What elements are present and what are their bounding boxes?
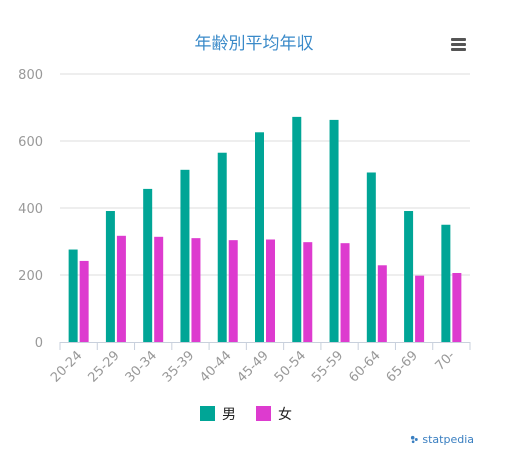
y-tick-label: 0	[35, 336, 43, 351]
bar-女-40-44	[228, 240, 238, 342]
bar-女-50-54	[303, 242, 313, 342]
menu-bar-icon	[451, 38, 466, 41]
x-tick-label: 25-29	[85, 348, 122, 385]
bar-男-60-64	[366, 172, 376, 342]
bar-女-60-64	[377, 265, 387, 342]
statpedia-credit-link[interactable]: statpedia	[410, 433, 474, 446]
x-tick-label: 50-54	[272, 348, 309, 385]
bar-女-55-59	[340, 243, 350, 342]
x-tick-label: 65-69	[384, 348, 421, 385]
y-tick-label: 800	[18, 68, 43, 83]
x-tick-label: 20-24	[48, 348, 85, 385]
bar-女-70-	[452, 272, 462, 342]
bar-女-25-29	[116, 235, 126, 342]
x-tick-label: 30-34	[123, 348, 160, 385]
x-tick-label: 45-49	[235, 348, 272, 385]
x-tick-label: 60-64	[346, 348, 383, 385]
chart-menu-button[interactable]	[448, 35, 470, 53]
statpedia-logo-icon	[411, 435, 419, 444]
y-tick-label: 600	[18, 135, 43, 150]
legend-swatch-男	[200, 406, 215, 421]
chart-title: 年齢別平均年収	[195, 34, 314, 54]
bar-男-50-54	[292, 116, 302, 342]
bar-女-20-24	[79, 260, 89, 342]
bar-男-25-29	[105, 211, 115, 342]
y-tick-label: 200	[18, 269, 43, 284]
x-tick-label: 55-59	[309, 348, 346, 385]
bar-男-70-	[441, 224, 451, 342]
bar-男-30-34	[143, 188, 153, 342]
x-tick-label: 35-39	[160, 348, 197, 385]
bar-女-30-34	[154, 236, 164, 342]
bar-男-55-59	[329, 119, 339, 343]
credit-text: statpedia	[422, 433, 474, 446]
legend-label-男: 男	[222, 407, 236, 423]
bar-女-45-49	[266, 239, 275, 342]
bar-女-65-69	[415, 275, 425, 342]
legend-swatch-女	[256, 406, 271, 421]
bar-男-40-44	[217, 152, 227, 342]
y-tick-label: 400	[18, 202, 43, 217]
x-tick-label: 40-44	[197, 348, 234, 385]
bar-女-35-39	[191, 238, 201, 342]
x-tick-label: 70-	[433, 348, 459, 374]
bar-男-45-49	[255, 132, 264, 342]
menu-bar-icon	[451, 43, 466, 46]
bar-男-35-39	[180, 169, 190, 342]
bar-男-65-69	[404, 211, 414, 342]
legend-label-女: 女	[278, 406, 292, 423]
bar-男-20-24	[68, 249, 78, 342]
menu-bar-icon	[451, 48, 466, 51]
